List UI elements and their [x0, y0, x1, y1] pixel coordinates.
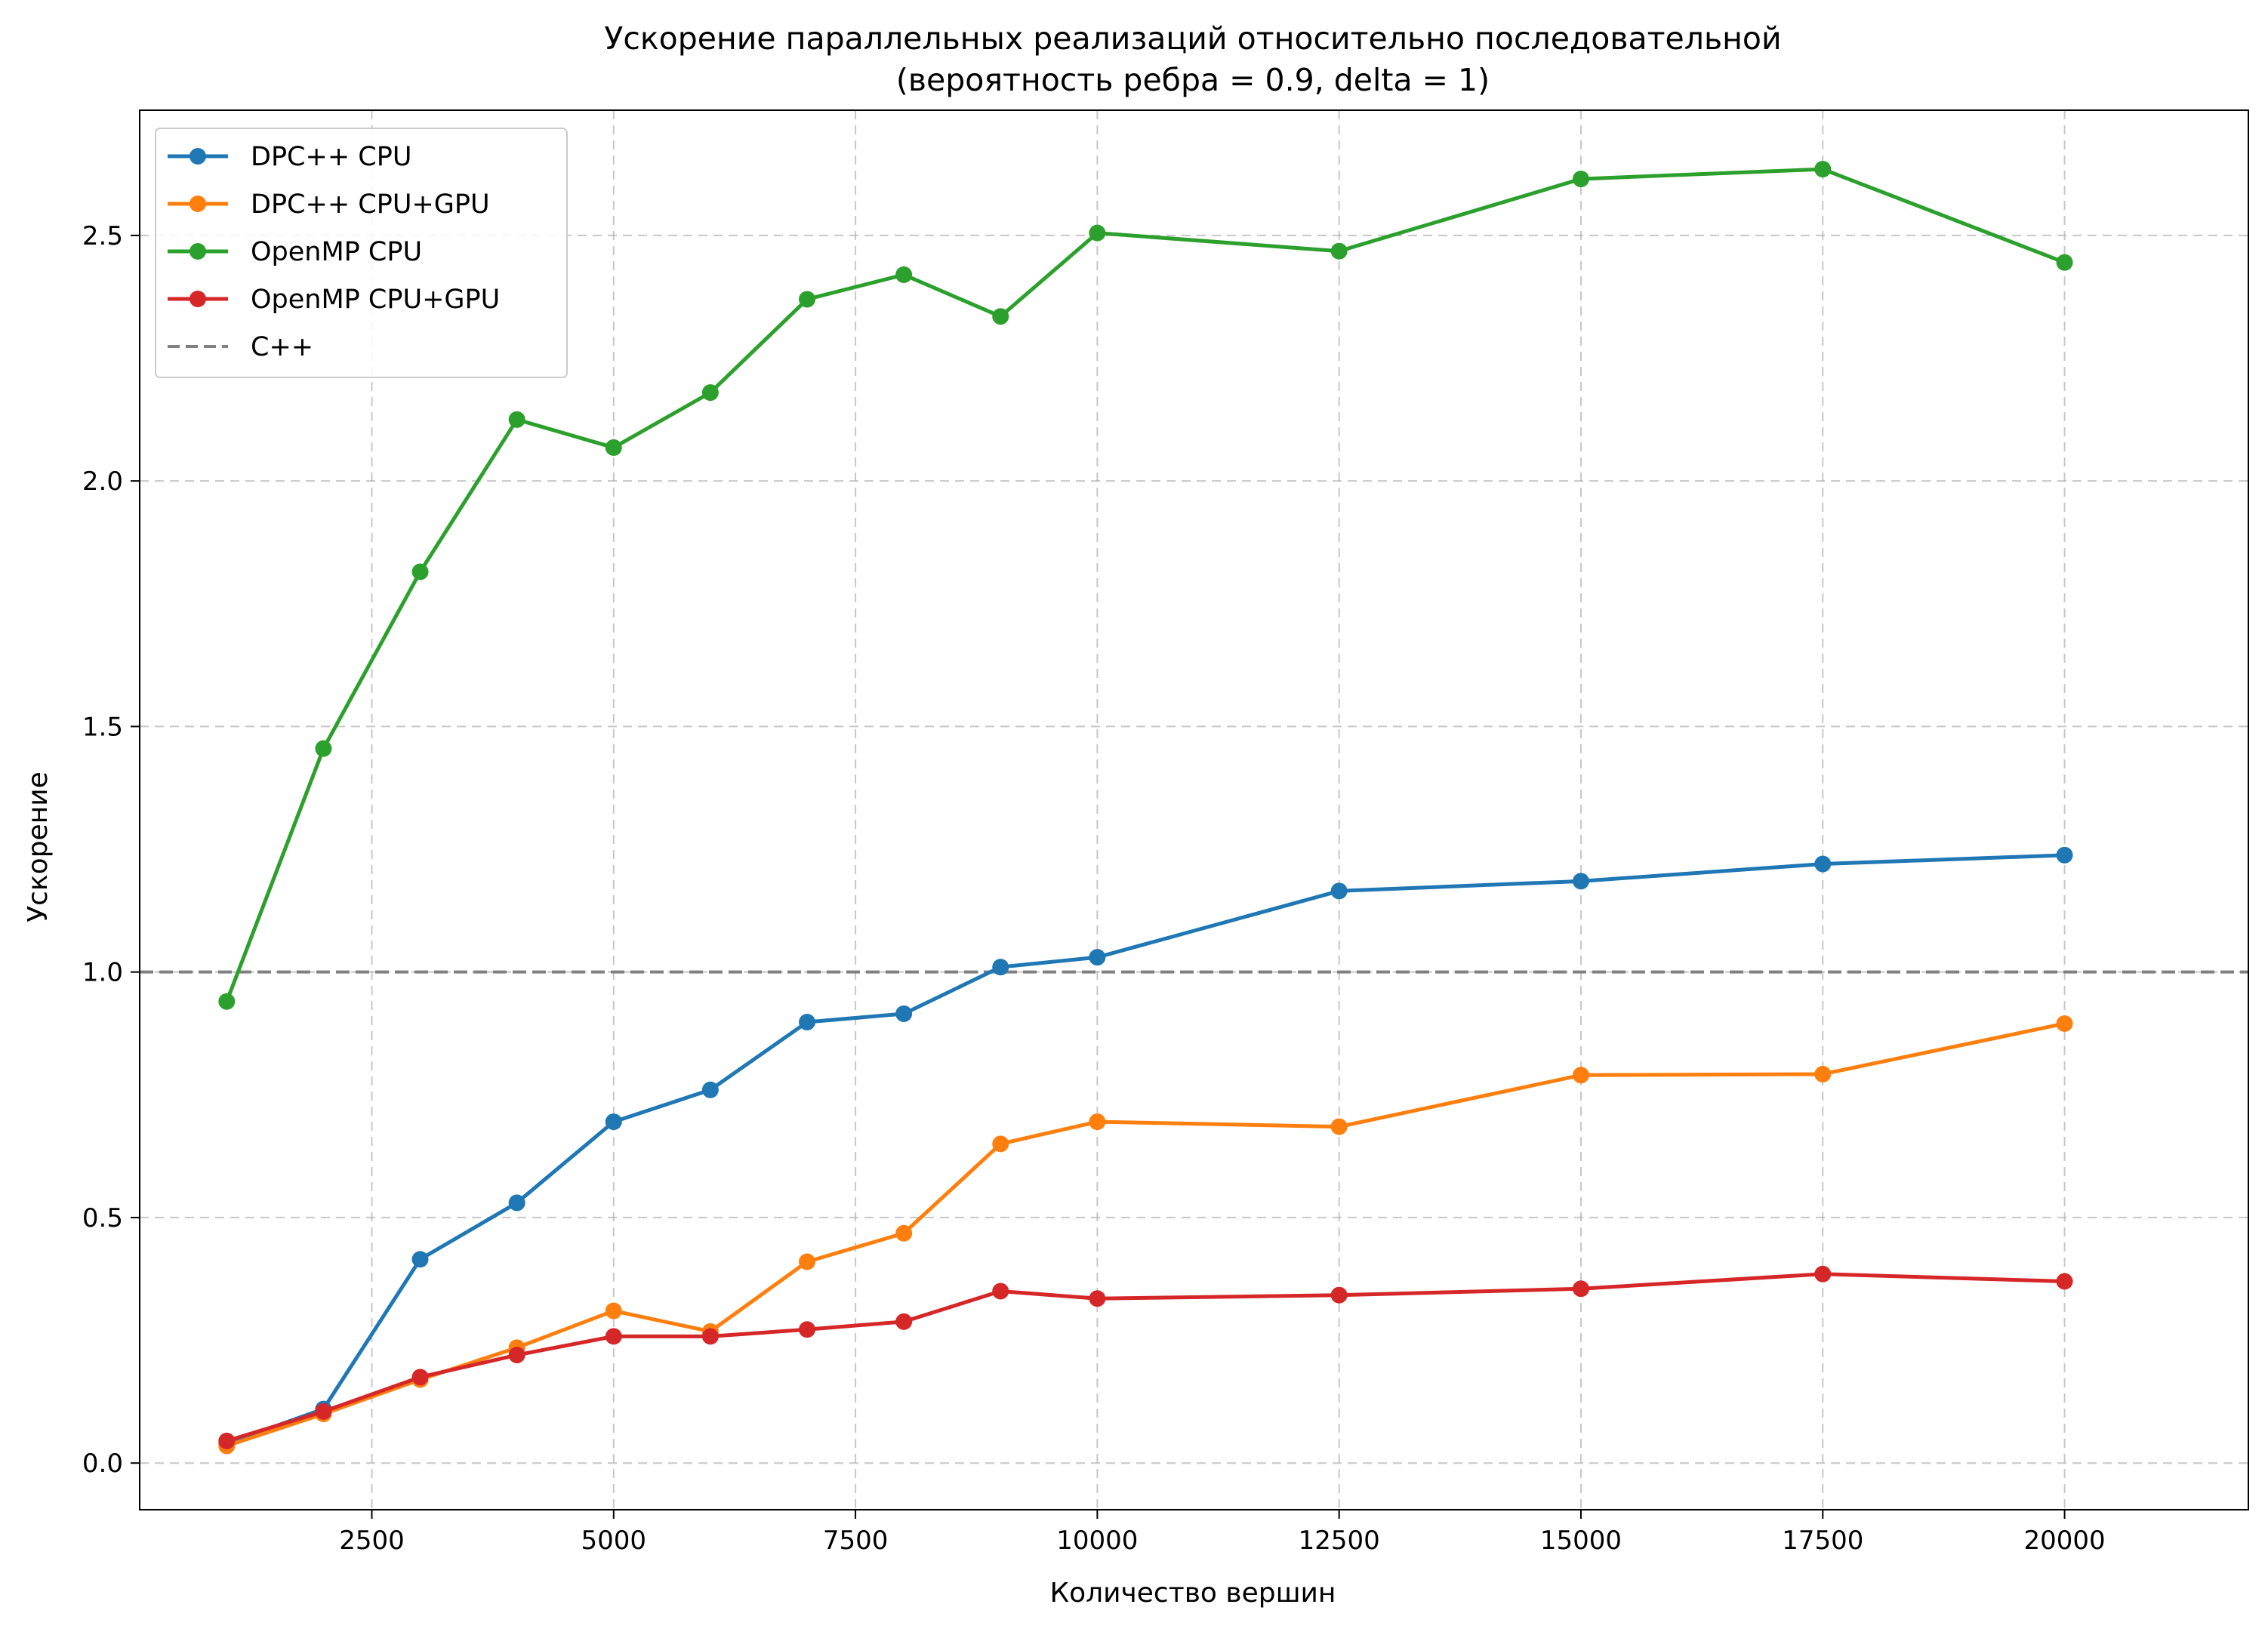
x-tick-label: 12500	[1299, 1526, 1380, 1556]
series-4	[218, 1265, 2073, 1449]
legend-label: DPC++ CPU+GPU	[251, 189, 490, 220]
series-line	[226, 853, 2065, 1446]
data-point	[2056, 1015, 2073, 1032]
series-3	[218, 161, 2073, 1010]
y-tick-label: 1.5	[82, 712, 123, 742]
y-axis-label: Ускорение	[23, 771, 54, 922]
data-point	[701, 384, 719, 402]
legend-label: OpenMP CPU+GPU	[251, 285, 500, 315]
legend: DPC++ CPU DPC++ CPU+GPU OpenMP CPU OpenMP C…	[155, 128, 568, 378]
data-point	[315, 740, 332, 757]
data-point	[218, 993, 236, 1010]
data-point	[605, 1113, 622, 1131]
data-point	[508, 411, 525, 428]
data-point	[1814, 1065, 1832, 1082]
data-point	[605, 1302, 622, 1319]
data-point	[895, 266, 913, 283]
data-point	[2056, 254, 2073, 271]
series-layer	[218, 161, 2073, 1455]
data-point	[1572, 873, 1589, 890]
y-tick-label: 2.0	[82, 467, 123, 497]
data-point	[1814, 1265, 1832, 1283]
x-axis: 2500 5000 7500 10000 12500 15000 17500 20000	[339, 1510, 2106, 1556]
data-point	[411, 1369, 429, 1386]
plot-frame	[139, 109, 2249, 1510]
data-point	[1089, 1290, 1106, 1307]
data-point	[1330, 1286, 1348, 1304]
y-axis: 0.0 0.5 1.0 1.5 2.0 2.5	[82, 221, 140, 1479]
legend-swatch-marker	[190, 243, 206, 260]
x-tick-label: 7500	[823, 1526, 889, 1556]
data-point	[1330, 1118, 1348, 1135]
x-tick-label: 17500	[1782, 1526, 1863, 1556]
data-point	[992, 1135, 1009, 1153]
legend-swatch-marker	[190, 291, 206, 307]
data-point	[799, 1253, 816, 1270]
data-point	[799, 1014, 816, 1031]
data-point	[895, 1005, 913, 1022]
legend-swatch-marker	[190, 148, 206, 165]
data-point	[992, 959, 1009, 976]
x-tick-label: 15000	[1540, 1526, 1622, 1556]
data-point	[1089, 1113, 1106, 1131]
legend-box	[155, 128, 568, 378]
series-line	[226, 1272, 2065, 1443]
data-point	[1330, 242, 1348, 260]
data-point	[701, 1081, 719, 1098]
data-point	[2056, 1273, 2073, 1290]
data-point	[605, 439, 622, 456]
legend-item: OpenMP CPU+GPU	[168, 285, 500, 315]
data-point	[799, 291, 816, 308]
x-tick-label: 5000	[581, 1526, 647, 1556]
legend-label: DPC++ CPU	[251, 142, 411, 172]
data-point	[1572, 1067, 1589, 1084]
y-tick-label: 1.0	[82, 958, 123, 988]
y-tick-label: 2.5	[82, 221, 123, 251]
data-point	[508, 1194, 525, 1212]
data-point	[1330, 882, 1348, 900]
legend-label: OpenMP CPU	[251, 237, 422, 267]
data-point	[1814, 855, 1832, 873]
data-point	[508, 1347, 525, 1364]
data-point	[701, 1328, 719, 1345]
data-point	[1572, 1280, 1589, 1298]
legend-item: DPC++ CPU	[168, 142, 411, 172]
legend-swatch-marker	[190, 196, 206, 212]
chart-subtitle: (вероятность ребра = 0.9, delta = 1)	[896, 62, 1490, 98]
x-axis-label: Количество вершин	[1050, 1578, 1336, 1609]
data-point	[799, 1321, 816, 1338]
legend-label: C++	[251, 332, 313, 362]
data-point	[992, 1283, 1009, 1300]
data-point	[315, 1403, 332, 1420]
data-point	[895, 1313, 913, 1330]
data-point	[605, 1328, 622, 1345]
data-point	[1814, 161, 1832, 178]
data-point	[895, 1224, 913, 1242]
data-point	[411, 1251, 429, 1268]
chart-title: Ускорение параллельных реализаций относи…	[604, 20, 1781, 57]
data-point	[1089, 224, 1106, 242]
data-point	[411, 563, 429, 580]
x-tick-label: 2500	[339, 1526, 405, 1556]
x-tick-label: 20000	[2023, 1526, 2105, 1556]
legend-item: C++	[168, 332, 313, 362]
x-tick-label: 10000	[1056, 1526, 1138, 1556]
data-point	[2056, 846, 2073, 864]
series-line	[224, 167, 2066, 1002]
data-point	[1572, 171, 1589, 188]
legend-item: DPC++ CPU+GPU	[168, 189, 490, 220]
y-tick-label: 0.0	[82, 1449, 123, 1479]
data-point	[992, 308, 1009, 325]
legend-item: OpenMP CPU	[168, 237, 422, 267]
data-point	[218, 1432, 236, 1449]
data-point	[1089, 949, 1106, 966]
y-tick-label: 0.5	[82, 1203, 123, 1233]
